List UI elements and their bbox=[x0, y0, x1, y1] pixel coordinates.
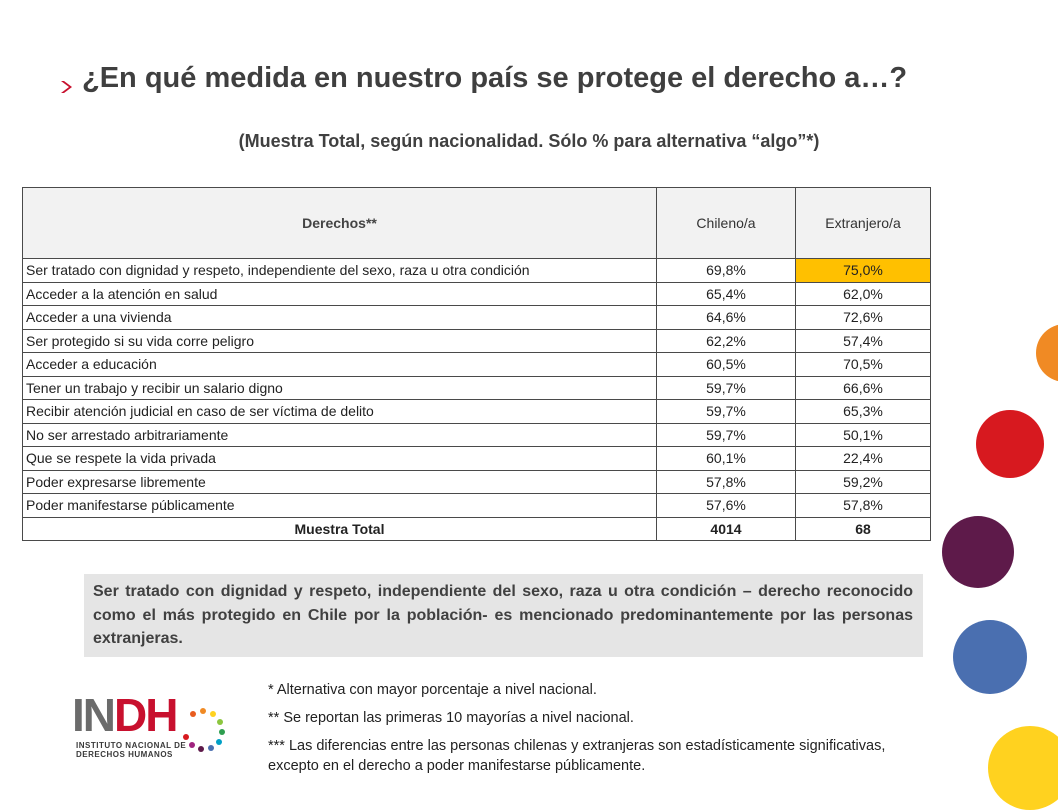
row-label: Ser tratado con dignidad y respeto, inde… bbox=[22, 258, 657, 283]
total-chileno: 4014 bbox=[656, 516, 796, 541]
cell-chileno: 65,4% bbox=[656, 281, 796, 306]
row-label: Acceder a la atención en salud bbox=[22, 281, 657, 306]
footnote-2: ** Se reportan las primeras 10 mayorías … bbox=[268, 710, 634, 726]
row-label: Poder manifestarse públicamente bbox=[22, 493, 657, 518]
row-label: Tener un trabajo y recibir un salario di… bbox=[22, 375, 657, 400]
logo-line-1: INSTITUTO NACIONAL DE bbox=[76, 741, 187, 750]
column-header-chileno: Chileno/a bbox=[656, 187, 796, 259]
row-label: Ser protegido si su vida corre peligro bbox=[22, 328, 657, 353]
decorative-circle-red bbox=[976, 410, 1044, 478]
cell-chileno: 62,2% bbox=[656, 328, 796, 353]
footnote-1: * Alternativa con mayor porcentaje a niv… bbox=[268, 682, 597, 698]
cell-chileno: 59,7% bbox=[656, 399, 796, 424]
cell-chileno: 57,8% bbox=[656, 469, 796, 494]
table-row: Acceder a la atención en salud 65,4% 62,… bbox=[22, 281, 931, 306]
column-header-extranjero: Extranjero/a bbox=[795, 187, 931, 259]
logo-wordmark: INDH bbox=[72, 689, 178, 741]
decorative-circle-yellow bbox=[988, 726, 1058, 810]
cell-extranjero: 22,4% bbox=[795, 446, 931, 471]
callout-box: Ser tratado con dignidad y respeto, inde… bbox=[84, 574, 923, 657]
table-total-row: Muestra Total 4014 68 bbox=[22, 516, 931, 541]
indh-logo: INDH INSTITUTO NACIONAL DE DERECHOS HUMA… bbox=[72, 689, 232, 759]
cell-extranjero: 62,0% bbox=[795, 281, 931, 306]
cell-extranjero: 66,6% bbox=[795, 375, 931, 400]
cell-chileno: 57,6% bbox=[656, 493, 796, 518]
row-label: No ser arrestado arbitrariamente bbox=[22, 422, 657, 447]
decorative-circle-blue bbox=[953, 620, 1027, 694]
cell-extranjero: 72,6% bbox=[795, 305, 931, 330]
cell-extranjero: 65,3% bbox=[795, 399, 931, 424]
cell-chileno: 60,5% bbox=[656, 352, 796, 377]
row-label: Recibir atención judicial en caso de ser… bbox=[22, 399, 657, 424]
decorative-circle-purple bbox=[942, 516, 1014, 588]
column-header-rights: Derechos** bbox=[22, 187, 657, 259]
row-label: Acceder a educación bbox=[22, 352, 657, 377]
cell-extranjero: 57,4% bbox=[795, 328, 931, 353]
total-extranjero: 68 bbox=[795, 516, 931, 541]
table-row: Poder manifestarse públicamente 57,6% 57… bbox=[22, 493, 931, 518]
table-row: Acceder a educación 60,5% 70,5% bbox=[22, 352, 931, 377]
table-row: Acceder a una vivienda 64,6% 72,6% bbox=[22, 305, 931, 330]
cell-extranjero: 57,8% bbox=[795, 493, 931, 518]
table-header-row: Derechos** Chileno/a Extranjero/a bbox=[22, 187, 931, 259]
cell-extranjero: 50,1% bbox=[795, 422, 931, 447]
table-row: No ser arrestado arbitrariamente 59,7% 5… bbox=[22, 422, 931, 447]
rights-table: Derechos** Chileno/a Extranjero/a Ser tr… bbox=[22, 187, 931, 541]
cell-chileno: 59,7% bbox=[656, 422, 796, 447]
decorative-circle-orange bbox=[1036, 324, 1058, 382]
table-row: Tener un trabajo y recibir un salario di… bbox=[22, 375, 931, 400]
footnote-3: *** Las diferencias entre las personas c… bbox=[268, 738, 886, 774]
page-title: ¿En qué medida en nuestro país se proteg… bbox=[82, 62, 908, 94]
page-subtitle: (Muestra Total, según nacionalidad. Sólo… bbox=[238, 131, 820, 151]
table-row: Que se respete la vida privada 60,1% 22,… bbox=[22, 446, 931, 471]
chevron-right-icon bbox=[61, 81, 72, 93]
footnotes: * Alternativa con mayor porcentaje a niv… bbox=[268, 680, 908, 784]
row-label: Poder expresarse libremente bbox=[22, 469, 657, 494]
total-label: Muestra Total bbox=[22, 516, 657, 541]
logo-dots-icon bbox=[183, 708, 225, 752]
table-row: Recibir atención judicial en caso de ser… bbox=[22, 399, 931, 424]
cell-extranjero: 59,2% bbox=[795, 469, 931, 494]
row-label: Que se respete la vida privada bbox=[22, 446, 657, 471]
table-row: Poder expresarse libremente 57,8% 59,2% bbox=[22, 469, 931, 494]
cell-extranjero: 70,5% bbox=[795, 352, 931, 377]
row-label: Acceder a una vivienda bbox=[22, 305, 657, 330]
table-row: Ser protegido si su vida corre peligro 6… bbox=[22, 328, 931, 353]
logo-line-2: DERECHOS HUMANOS bbox=[76, 750, 173, 759]
cell-chileno: 69,8% bbox=[656, 258, 796, 283]
table-row: Ser tratado con dignidad y respeto, inde… bbox=[22, 258, 931, 283]
cell-extranjero-highlighted: 75,0% bbox=[795, 258, 931, 283]
cell-chileno: 59,7% bbox=[656, 375, 796, 400]
cell-chileno: 64,6% bbox=[656, 305, 796, 330]
cell-chileno: 60,1% bbox=[656, 446, 796, 471]
